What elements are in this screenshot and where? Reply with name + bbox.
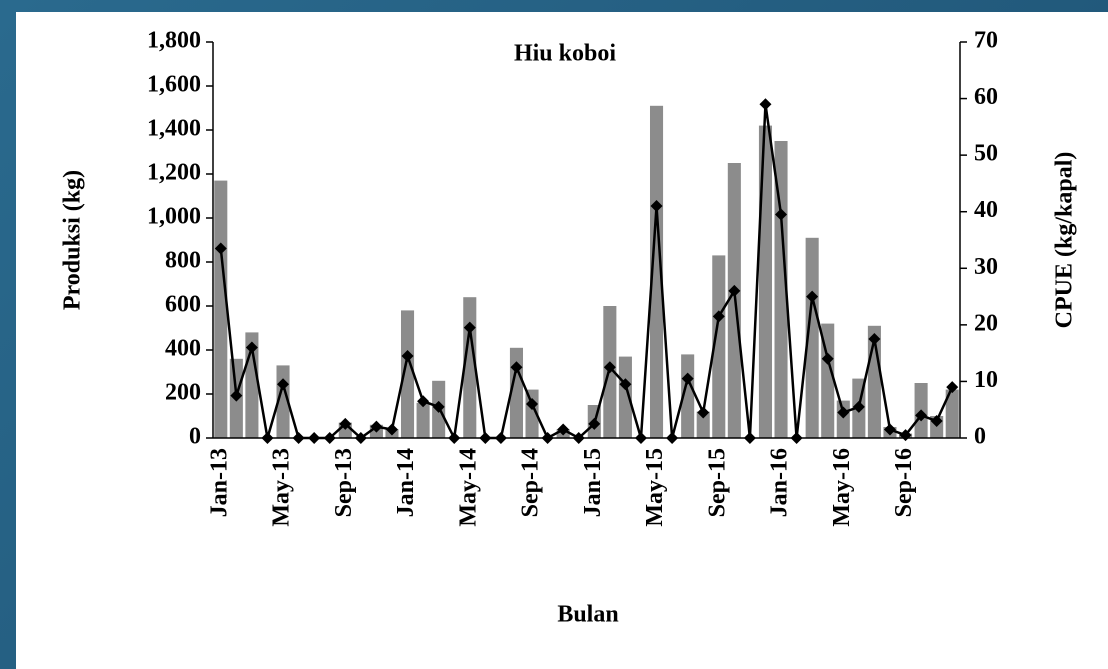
marker <box>883 423 896 436</box>
bar <box>463 297 477 438</box>
x-tick-label: May-15 <box>642 448 668 527</box>
marker <box>603 361 616 374</box>
marker <box>417 395 430 408</box>
y2-tick-label: 70 <box>974 28 998 54</box>
marker <box>712 310 725 323</box>
y2-axis-label: CPUE (kg/kapal) <box>1052 152 1078 329</box>
marker <box>759 98 772 111</box>
marker <box>650 200 663 213</box>
marker <box>526 398 539 411</box>
y2-tick-label: 40 <box>974 197 998 223</box>
y2-tick-label: 60 <box>974 84 998 110</box>
y2-tick-label: 0 <box>974 424 986 450</box>
marker <box>619 378 632 391</box>
marker <box>681 372 694 385</box>
bar <box>696 411 710 438</box>
bar <box>821 323 835 438</box>
marker <box>385 423 398 436</box>
bar <box>836 400 850 438</box>
bar <box>758 125 773 438</box>
marker <box>697 406 710 419</box>
chart-title: Hiu koboi <box>514 41 616 67</box>
y2-tick-label: 10 <box>974 367 998 393</box>
marker <box>230 389 243 402</box>
bar <box>416 402 430 438</box>
y-tick-label: 0 <box>189 424 201 450</box>
marker <box>728 284 741 297</box>
marker <box>868 333 881 345</box>
marker <box>930 415 943 428</box>
marker <box>775 208 788 221</box>
y-tick-label: 1,400 <box>147 116 201 142</box>
x-tick-label: May-14 <box>455 448 481 527</box>
marker <box>401 349 414 362</box>
x-tick-label: Sep-14 <box>518 448 544 517</box>
y-axis-label: Produksi (kg) <box>60 170 86 310</box>
bar <box>945 389 959 438</box>
x-tick-label: Sep-15 <box>704 448 730 517</box>
chart: Hiu koboi Bulan Produksi (kg) CPUE (kg/k… <box>16 12 1108 669</box>
bar <box>805 237 819 438</box>
line <box>219 104 954 443</box>
y-tick-label: 1,200 <box>147 160 201 186</box>
x-tick-label: Jan-16 <box>767 448 793 517</box>
marker <box>852 400 865 413</box>
y2-tick-label: 50 <box>974 141 998 167</box>
marker <box>463 321 476 334</box>
x-tick-label: Sep-13 <box>331 448 357 517</box>
x-axis-label: Bulan <box>557 602 618 628</box>
bar <box>214 180 228 438</box>
marker <box>370 420 383 433</box>
bar <box>649 105 664 439</box>
x-tick-label: May-13 <box>269 448 295 527</box>
marker <box>806 290 819 303</box>
marker <box>821 352 834 365</box>
bar <box>400 310 415 438</box>
marker <box>588 417 601 430</box>
y-tick-label: 1,600 <box>147 72 201 98</box>
marker <box>277 378 290 391</box>
y2-tick-label: 30 <box>974 254 998 280</box>
y-tick-label: 800 <box>165 248 201 274</box>
y-tick-label: 600 <box>165 292 201 318</box>
marker <box>915 409 928 422</box>
x-tick-label: Jan-13 <box>206 448 232 517</box>
bar <box>509 347 524 438</box>
marker <box>339 417 352 430</box>
y-tick-label: 400 <box>165 336 201 362</box>
bar <box>618 356 632 438</box>
marker <box>432 400 445 413</box>
x-tick-label: Jan-14 <box>393 448 419 517</box>
bar <box>681 354 695 438</box>
marker <box>946 381 959 394</box>
marker <box>510 361 523 374</box>
x-tick-label: Jan-15 <box>580 448 606 517</box>
bar <box>712 255 726 438</box>
x-tick-label: May-16 <box>829 448 855 527</box>
marker <box>245 341 258 354</box>
marker <box>557 423 570 436</box>
marker <box>214 242 227 255</box>
x-tick-label: Sep-16 <box>891 448 917 517</box>
marker <box>837 406 850 419</box>
y-tick-label: 200 <box>165 380 201 406</box>
y-tick-label: 1,800 <box>147 28 201 54</box>
y2-tick-label: 20 <box>974 310 998 336</box>
y-tick-label: 1,000 <box>147 204 201 230</box>
